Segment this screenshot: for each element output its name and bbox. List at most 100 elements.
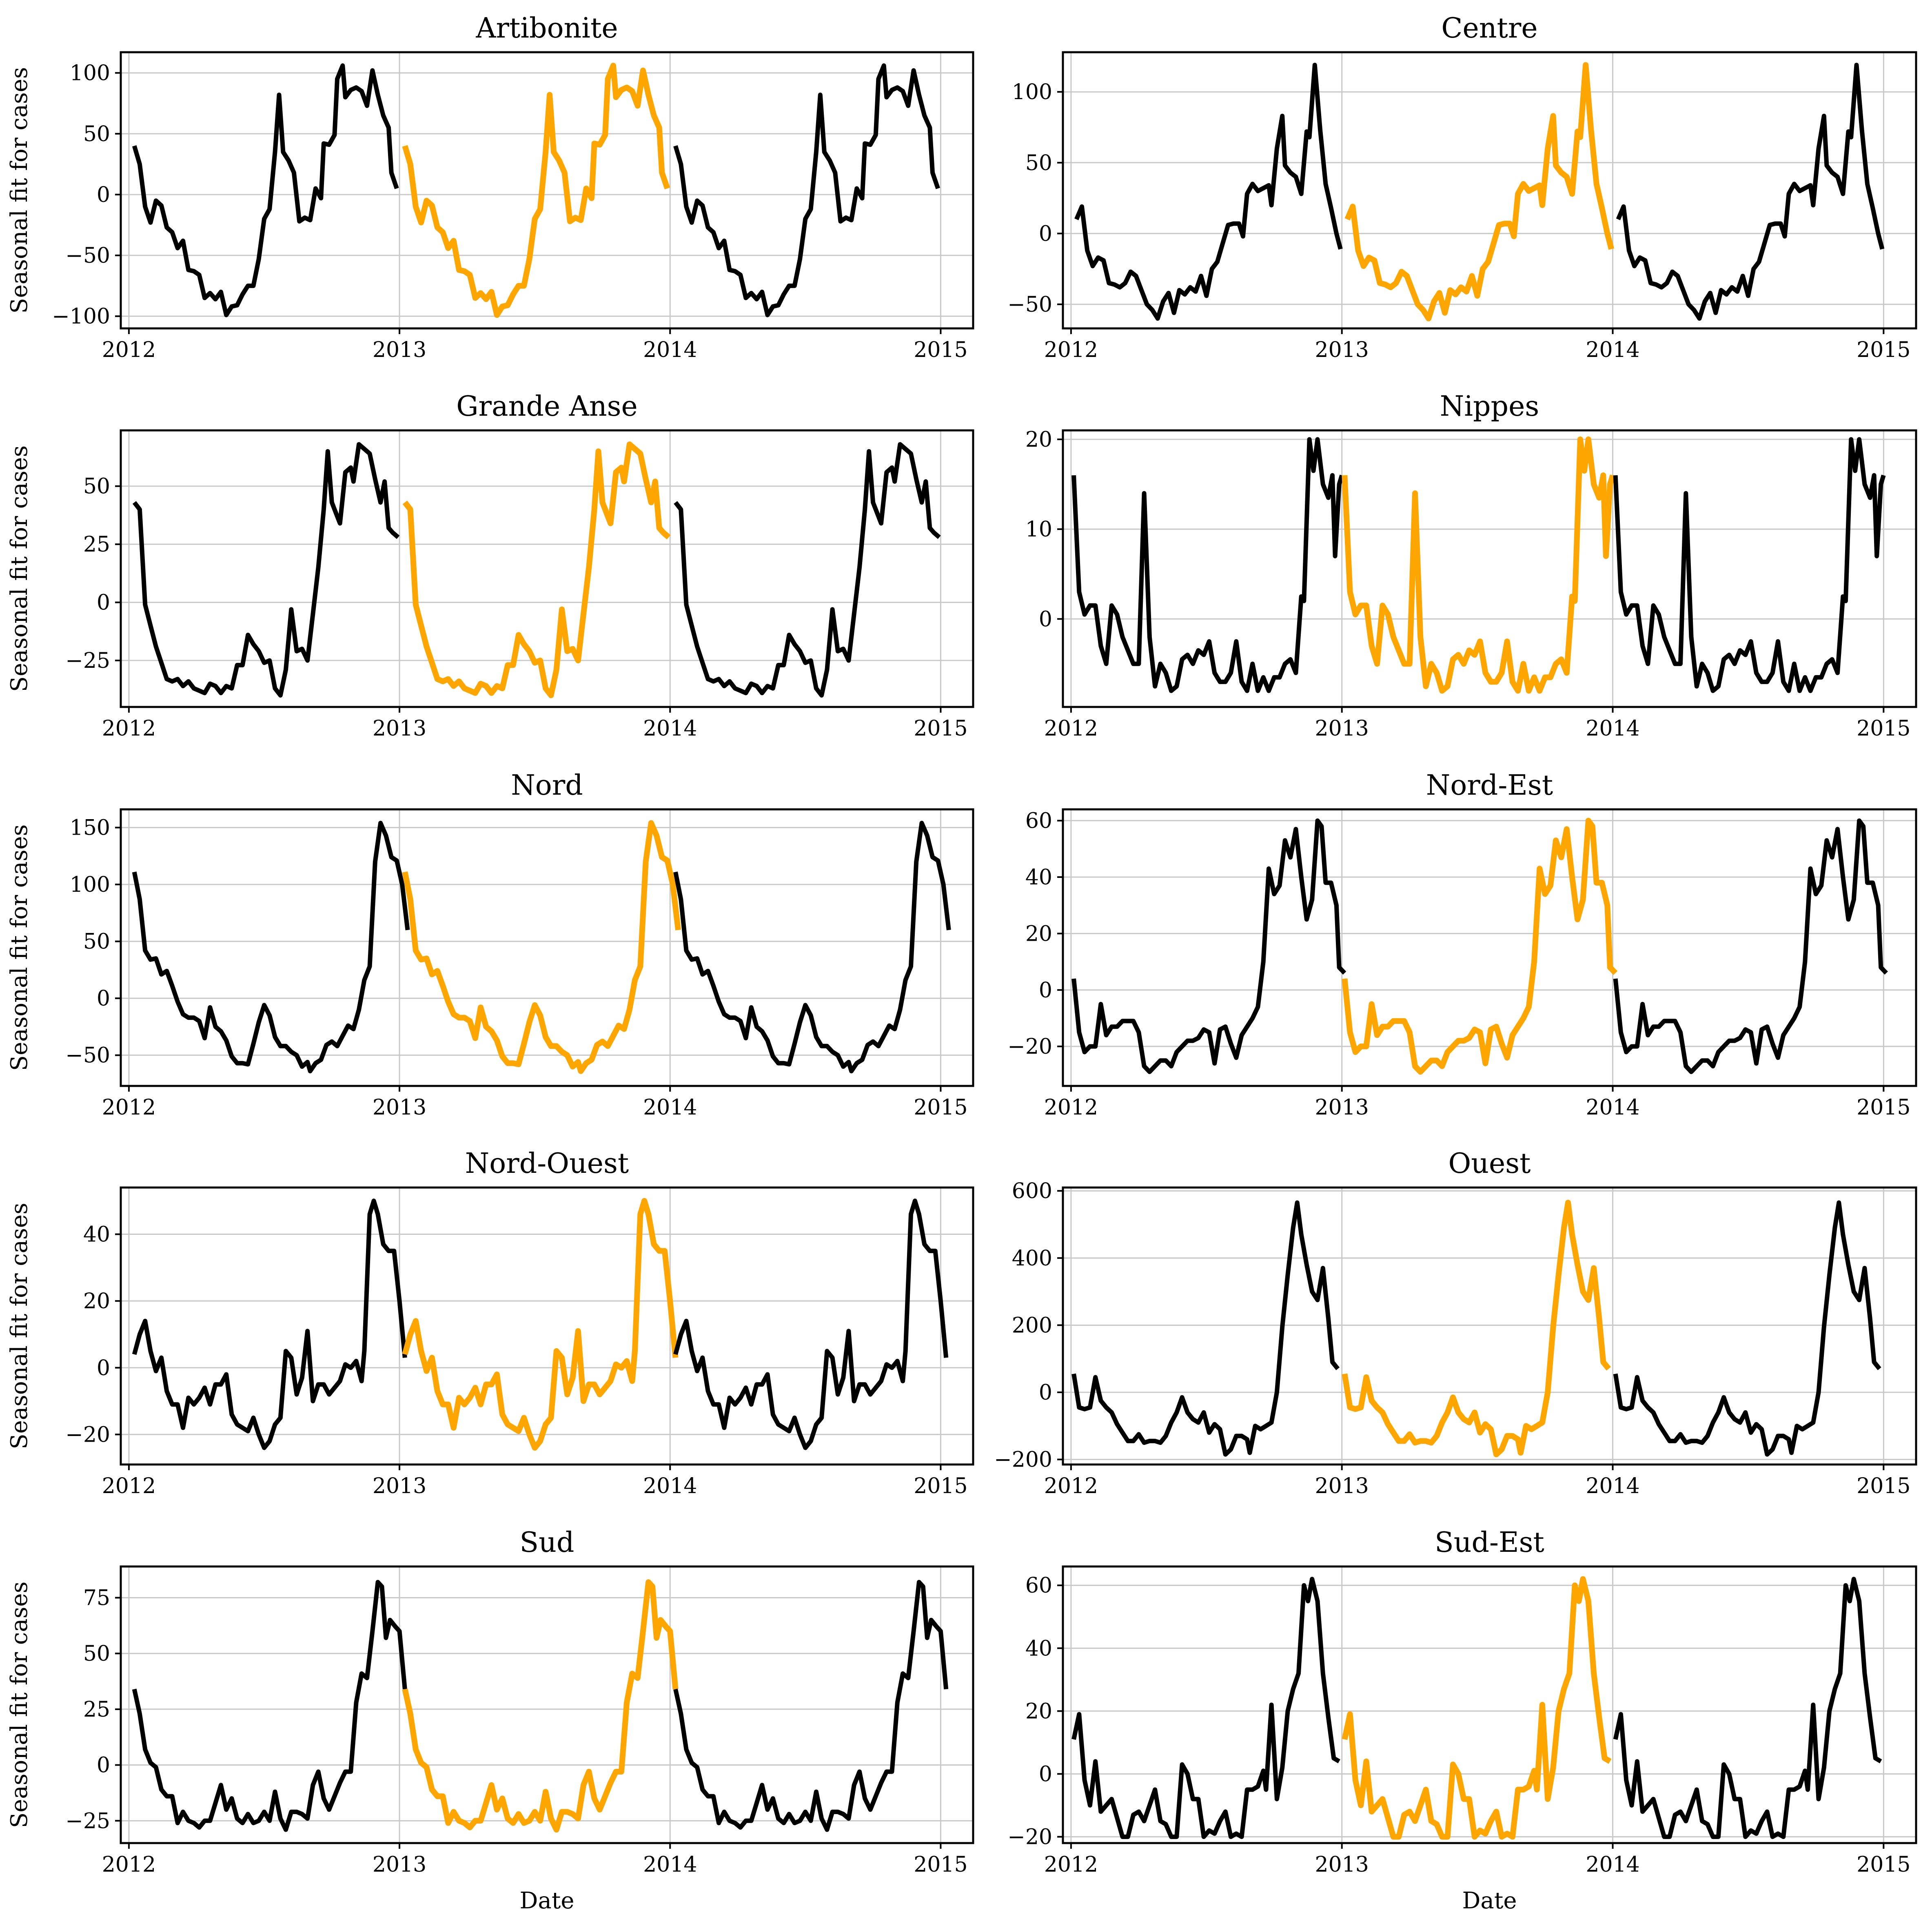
x-tick-label: 2012 (102, 338, 156, 362)
y-tick-label: 0 (1039, 607, 1052, 631)
plot-frame (120, 1565, 974, 1844)
x-tick-label: 2015 (1857, 338, 1910, 362)
series-line-2012 (1071, 818, 1346, 1074)
series-line-2013-highlight (402, 820, 681, 1074)
series-line-2012 (1071, 1577, 1340, 1839)
y-axis-label: Seasonal fit for cases (6, 445, 33, 692)
panel-sud-est: 2012 2013 2014 2015 −20 0 20 40 60 Sud-Est Date (1007, 1527, 1917, 1914)
y-tick-label: −100 (52, 304, 110, 329)
y-tick-label: 50 (83, 1642, 110, 1666)
y-tick-label: 50 (1025, 151, 1052, 175)
panel-title: Sud-Est (1435, 1527, 1544, 1559)
series-line-2012 (1071, 1200, 1340, 1457)
panel-title: Nippes (1440, 390, 1539, 423)
x-tick-label: 2012 (1044, 1095, 1098, 1120)
panel-title: Nord-Ouest (465, 1148, 629, 1180)
panel-nord: 2012 2013 2014 2015 −50 0 50 100 150 Nord Seasonal… (6, 769, 974, 1120)
x-tick-label: 2012 (1044, 338, 1098, 362)
x-tick-label: 2012 (102, 1095, 156, 1120)
plot-frame (1062, 1186, 1917, 1466)
panel-ouest: 2012 2013 2014 2015 −200 0 200 400 600 Ouest (994, 1148, 1917, 1498)
y-tick-label: −25 (65, 1809, 110, 1833)
y-tick-label: 50 (83, 122, 110, 146)
y-tick-label: 40 (1025, 1636, 1052, 1661)
series-line-2014 (1613, 1577, 1882, 1839)
y-tick-label: 20 (1025, 1699, 1052, 1724)
plot-frame (1062, 51, 1917, 330)
y-tick-label: 0 (1039, 1762, 1052, 1787)
x-tick-label: 2013 (373, 1095, 426, 1120)
x-tick-label: 2014 (1586, 716, 1639, 741)
x-tick-label: 2013 (373, 716, 426, 741)
series-line-2012 (1071, 437, 1344, 693)
panel-artibonite: 2012 2013 2014 2015 −100 −50 0 50 100 Artibonite S… (6, 12, 974, 362)
x-tick-label: 2013 (1315, 338, 1369, 362)
y-tick-label: 50 (83, 474, 110, 499)
series-line-2013-highlight (402, 62, 670, 318)
series-line-2013-highlight (1342, 1200, 1611, 1458)
x-axis-label: Date (520, 1888, 574, 1914)
y-tick-label: 25 (83, 1697, 110, 1722)
panel-title: Nord (511, 769, 583, 802)
y-axis-label: Seasonal fit for cases (6, 1203, 33, 1449)
y-tick-label: 0 (97, 1356, 110, 1380)
series-line-2014 (1616, 62, 1885, 321)
x-axis-label: Date (1462, 1888, 1517, 1914)
series-line-2012 (132, 63, 399, 317)
panel-title: Centre (1441, 12, 1537, 44)
x-tick-label: 2014 (643, 716, 697, 741)
y-tick-label: −25 (65, 649, 110, 673)
panel-nord-ouest: 2012 2013 2014 2015 −20 0 20 40 Nord-Ouest Season… (6, 1148, 974, 1498)
series-line-2012 (1074, 62, 1343, 321)
x-tick-label: 2013 (373, 1852, 426, 1877)
x-tick-label: 2013 (1315, 1474, 1369, 1498)
y-tick-label: 40 (1025, 865, 1052, 890)
series-line-2013-highlight (1342, 436, 1616, 694)
y-tick-label: 0 (1039, 978, 1052, 1003)
x-tick-label: 2014 (643, 338, 697, 362)
x-tick-label: 2012 (102, 1474, 156, 1498)
y-axis-label: Seasonal fit for cases (6, 1582, 33, 1828)
y-tick-label: 600 (1012, 1179, 1052, 1203)
y-tick-label: 60 (1025, 1573, 1052, 1598)
y-tick-label: −50 (65, 1044, 110, 1068)
series-line-2014 (1613, 437, 1886, 693)
y-tick-label: 200 (1012, 1313, 1052, 1338)
series-line-2013-highlight (402, 441, 671, 698)
y-tick-label: −50 (1007, 292, 1052, 317)
series-line-2013-highlight (1342, 1576, 1612, 1840)
series-line-2014 (1613, 818, 1888, 1074)
series-line-2012 (132, 1580, 407, 1832)
panel-nord-est: 2012 2013 2014 2015 −20 0 20 40 60 Nord-Est (1007, 769, 1917, 1120)
series-line-2013-highlight (1344, 62, 1614, 321)
series-line-2012 (132, 821, 410, 1074)
y-tick-label: −50 (65, 244, 110, 268)
x-tick-label: 2015 (914, 1095, 967, 1120)
x-tick-label: 2014 (1586, 1095, 1639, 1120)
series-line-2014 (673, 1580, 949, 1832)
x-tick-label: 2014 (643, 1852, 697, 1877)
series-line-2014 (1613, 1200, 1881, 1457)
plot-frame (1062, 808, 1917, 1087)
x-tick-label: 2015 (914, 716, 967, 741)
y-tick-label: 150 (70, 816, 110, 840)
x-tick-label: 2013 (1315, 716, 1369, 741)
x-tick-label: 2015 (1857, 1852, 1910, 1877)
panel-grande-anse: 2012 2013 2014 2015 −25 0 25 50 Grande Anse Seaso… (6, 390, 974, 741)
y-tick-label: 60 (1025, 809, 1052, 833)
y-tick-label: 100 (70, 873, 110, 897)
x-tick-label: 2015 (1857, 716, 1910, 741)
panel-nippes: 2012 2013 2014 2015 0 10 20 Nippes (1025, 390, 1917, 741)
series-line-2014 (673, 1199, 949, 1450)
y-tick-label: −20 (1007, 1825, 1052, 1850)
plot-frame (120, 1186, 974, 1466)
x-tick-label: 2014 (1586, 1474, 1639, 1498)
x-tick-label: 2015 (914, 1474, 967, 1498)
plot-frame (120, 808, 974, 1087)
x-tick-label: 2013 (373, 1474, 426, 1498)
y-tick-label: 0 (1039, 222, 1052, 246)
y-tick-label: 50 (83, 930, 110, 954)
panel-title: Nord-Est (1426, 769, 1553, 802)
y-tick-label: 100 (70, 61, 110, 86)
